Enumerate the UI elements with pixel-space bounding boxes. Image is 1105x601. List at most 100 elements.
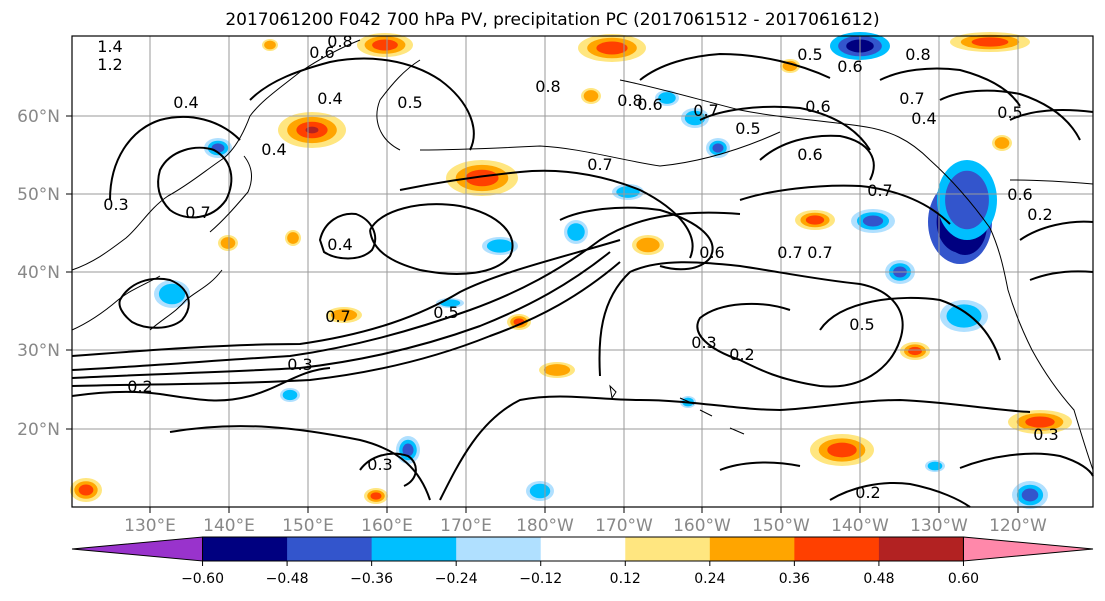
pv-contour	[71, 261, 621, 387]
colorbar-bin	[625, 537, 711, 561]
contour-label: 0.7	[693, 101, 718, 120]
coastline	[376, 59, 421, 151]
precip-anomaly-blob	[946, 304, 982, 328]
colorbar-bin	[540, 537, 626, 561]
colorbar-frame	[202, 536, 964, 562]
contour-label: 0.4	[173, 93, 198, 112]
lat-label: 60°N	[17, 107, 60, 127]
map-title: 2017061200 F042 700 hPa PV, precipitatio…	[225, 10, 880, 30]
lon-label: 140°W	[831, 516, 889, 536]
pv-contour	[939, 89, 1081, 141]
precip-anomaly-blob	[330, 309, 358, 321]
precip-anomaly-blob	[282, 389, 298, 401]
colorbar-tick-label: −0.12	[519, 571, 562, 587]
lat-label: 40°N	[17, 263, 60, 283]
pv-contour	[699, 105, 871, 151]
precip-anomaly-blob	[927, 461, 943, 471]
colorbar-tick-label: 0.48	[863, 571, 894, 587]
precip-anomaly-blob	[945, 170, 989, 230]
colorbar-extend-low	[71, 536, 204, 562]
contour-label: 0.6	[797, 145, 822, 164]
precip-anomaly-blob	[636, 237, 660, 253]
coastline	[71, 275, 161, 331]
colorbar-bin	[371, 537, 457, 561]
precip-anomaly-blob	[616, 186, 640, 198]
pv-contour	[118, 277, 190, 329]
contour-label: 0.3	[287, 355, 312, 374]
contour-label: 0.7	[325, 307, 350, 326]
contour-label: 0.4	[317, 89, 342, 108]
precip-anomaly-blob	[370, 492, 382, 500]
coastline	[989, 227, 1094, 471]
contour-label: 0.7	[777, 243, 802, 262]
lon-label: 140°E	[203, 516, 255, 536]
colorbar-bin	[202, 537, 288, 561]
pv-contours	[71, 52, 1094, 508]
lon-label: 170°E	[440, 516, 492, 536]
precip-anomaly-blob	[827, 442, 857, 458]
colorbar-tick-label: −0.60	[181, 571, 224, 587]
precip-anomaly-blob	[529, 483, 551, 499]
contour-label: 0.7	[185, 203, 210, 222]
colorbar-bin	[709, 537, 795, 561]
contour-label: 0.5	[797, 45, 822, 64]
colorbar-bin	[287, 537, 373, 561]
colorbar-tick-label: −0.24	[435, 571, 478, 587]
contour-label: 0.2	[855, 483, 880, 502]
coastline	[149, 269, 223, 331]
precip-anomaly-fills	[70, 32, 1072, 509]
contour-label: 1.2	[97, 55, 122, 74]
pv-contour	[1019, 220, 1094, 241]
precip-anomaly-blob	[596, 41, 628, 55]
contour-label: 0.2	[729, 345, 754, 364]
pv-contour	[739, 184, 951, 225]
contour-label: 0.5	[997, 103, 1022, 122]
precip-anomaly-blob	[305, 126, 319, 134]
contour-label: 0.8	[535, 77, 560, 96]
pv-contour	[1009, 109, 1094, 121]
precip-anomaly-blob	[78, 484, 94, 496]
contour-label: 0.5	[735, 119, 760, 138]
precip-anomaly-blob	[658, 92, 676, 104]
contour-label: 0.3	[1033, 425, 1058, 444]
precip-anomaly-blob	[684, 110, 706, 126]
contour-label: 0.8	[617, 91, 642, 110]
contour-label: 0.7	[807, 243, 832, 262]
lon-label: 130°W	[910, 516, 968, 536]
precip-anomaly-blob	[264, 40, 276, 50]
pv-contour	[439, 395, 1031, 501]
contour-label: 0.7	[867, 181, 892, 200]
precip-anomaly-blob	[158, 283, 186, 305]
longitude-axis: 130°E 140°E 150°E 160°E 170°E 180°W 170°W 160°W…	[124, 507, 1047, 536]
contour-label: 0.6	[805, 97, 830, 116]
contour-label: 0.4	[261, 140, 286, 159]
pv-contour	[819, 296, 1001, 361]
contour-label: 0.6	[637, 95, 662, 114]
precip-anomaly-blob	[862, 215, 884, 227]
contour-label: 0.2	[1027, 205, 1052, 224]
contour-label: 0.3	[103, 195, 128, 214]
pv-contour	[71, 211, 741, 371]
precip-anomaly-blob	[543, 364, 571, 376]
contour-label: 0.5	[433, 303, 458, 322]
contour-label: 0.8	[327, 32, 352, 51]
coastline	[699, 409, 713, 417]
precip-anomaly-blob	[287, 232, 299, 244]
contour-label: 0.6	[1007, 185, 1032, 204]
colorbar: −0.60 −0.48 −0.36 −0.24 −0.12 0.12 0.24 0.36 0.4…	[71, 536, 1094, 587]
pv-contour	[719, 461, 801, 471]
pv-contour	[109, 116, 241, 201]
coastline	[209, 155, 252, 233]
lon-label: 160°W	[673, 516, 731, 536]
precip-anomaly-blob	[567, 223, 585, 241]
precip-anomaly-blob	[971, 37, 1009, 47]
precip-anomaly-blob	[372, 39, 398, 51]
precip-anomaly-blob	[1025, 416, 1055, 428]
coastline	[729, 427, 745, 435]
lat-label: 30°N	[17, 341, 60, 361]
contour-label: 0.7	[899, 89, 924, 108]
pv-contour	[359, 452, 417, 487]
coastline	[1009, 179, 1094, 185]
precip-anomaly-blob	[908, 346, 922, 356]
contour-label: 0.6	[837, 57, 862, 76]
